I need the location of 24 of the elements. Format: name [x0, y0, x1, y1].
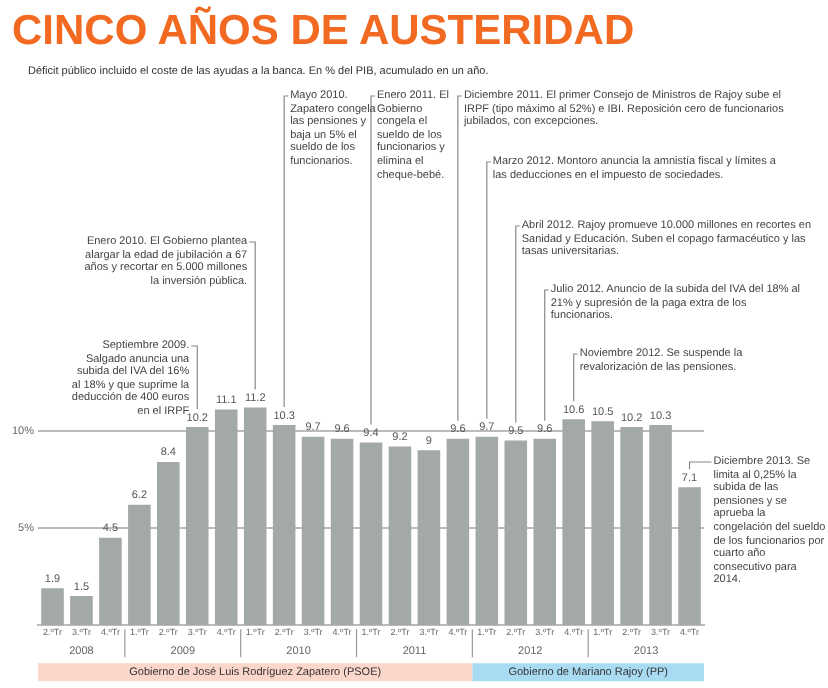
bar [99, 537, 122, 626]
bar [620, 426, 643, 626]
bar [388, 446, 412, 626]
bar [533, 438, 557, 626]
bar [301, 436, 325, 626]
chart-title: CINCO AÑOS DE AUSTERIDAD [12, 8, 635, 56]
bar [243, 407, 267, 626]
bar [359, 442, 383, 626]
bar [475, 436, 499, 626]
bar [157, 461, 180, 626]
bar [185, 426, 209, 626]
bar [128, 504, 151, 626]
bar [649, 425, 672, 626]
bar [41, 588, 64, 626]
bar [591, 421, 614, 626]
bar [214, 409, 238, 626]
bar [330, 438, 354, 626]
bar [678, 487, 701, 626]
bar [417, 450, 441, 626]
bar [504, 440, 528, 626]
bar [272, 425, 296, 626]
bar [446, 438, 470, 626]
bar [70, 596, 93, 626]
bar [562, 419, 585, 626]
